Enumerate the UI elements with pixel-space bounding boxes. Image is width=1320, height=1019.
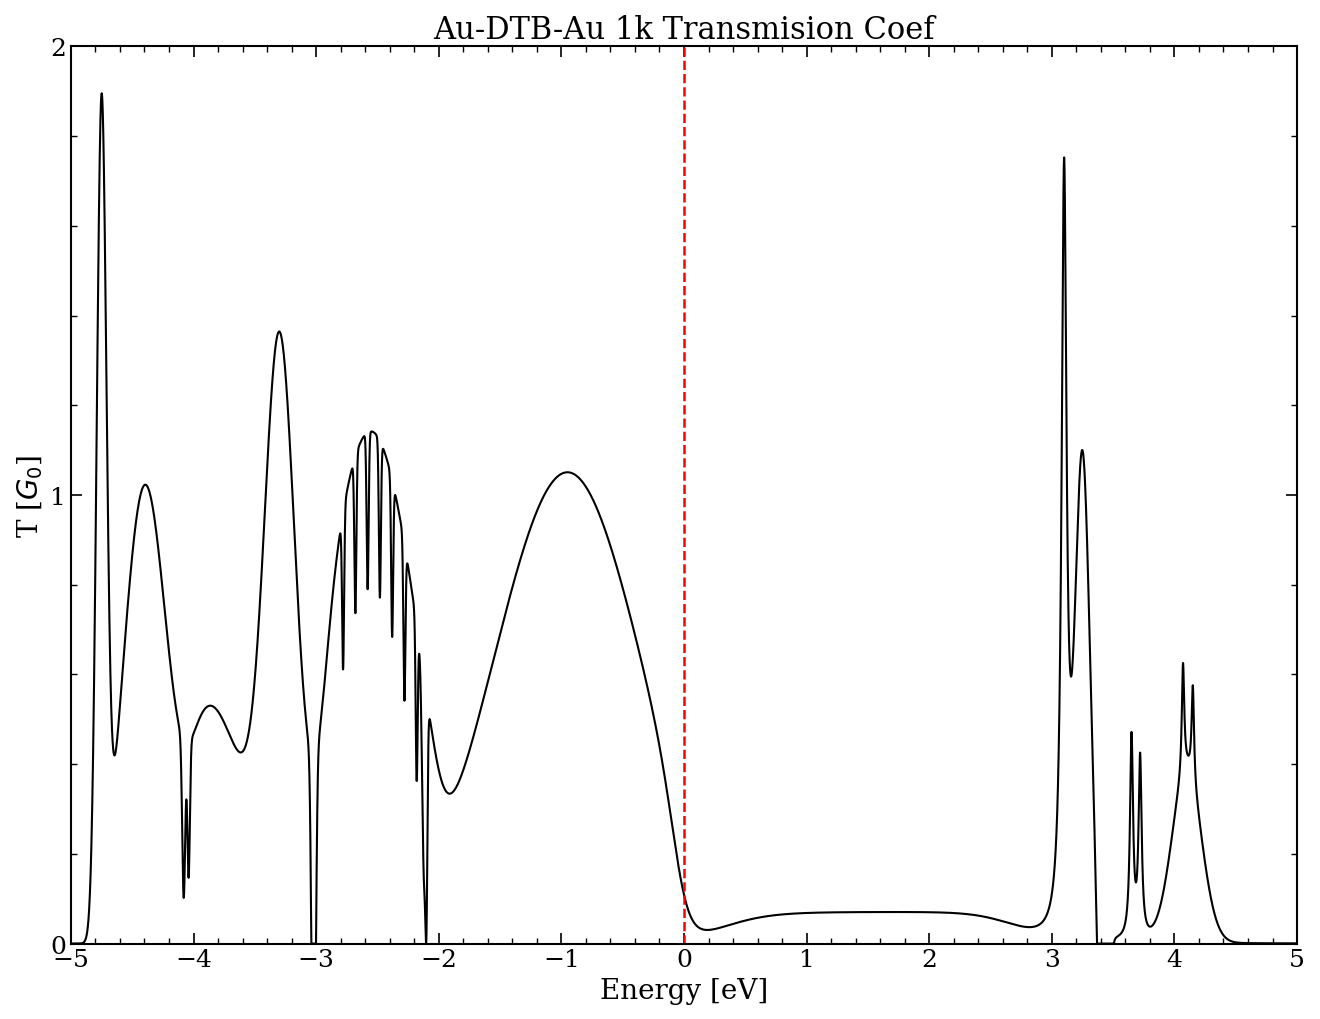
Title: Au-DTB-Au 1k Transmision Coef: Au-DTB-Au 1k Transmision Coef	[433, 15, 935, 46]
X-axis label: Energy [eV]: Energy [eV]	[599, 977, 768, 1004]
Y-axis label: T [$G_0$]: T [$G_0$]	[15, 453, 45, 537]
